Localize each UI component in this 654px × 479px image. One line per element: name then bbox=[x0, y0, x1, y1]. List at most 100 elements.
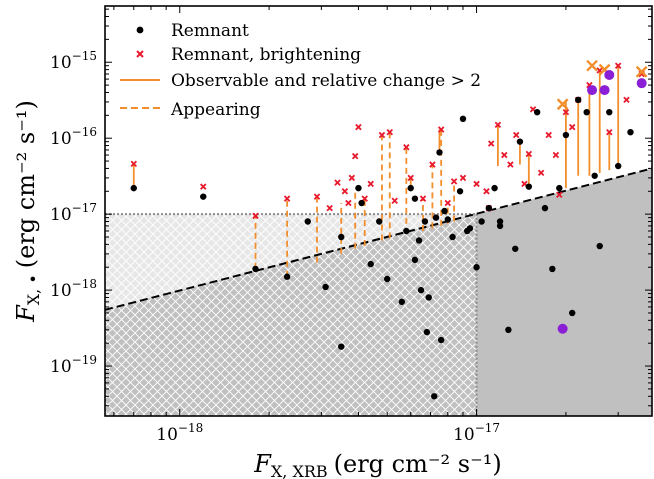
brightening-marker bbox=[341, 188, 349, 195]
y-tick-label: 10−15 bbox=[50, 49, 97, 73]
remnant-marker bbox=[496, 222, 504, 230]
y-axis-label-sub: X, • bbox=[24, 274, 43, 305]
y-tick-label-base: 10 bbox=[50, 281, 72, 301]
y-tick-label: 10−18 bbox=[50, 277, 97, 301]
brightening-marker bbox=[568, 123, 576, 131]
remnant-marker bbox=[411, 195, 419, 202]
remnant-marker bbox=[431, 393, 438, 400]
remnant-marker bbox=[358, 199, 365, 207]
remnant-marker bbox=[338, 343, 345, 350]
brightening-marker bbox=[444, 199, 452, 207]
brightening-marker bbox=[507, 161, 514, 168]
brightening-marker bbox=[562, 108, 570, 116]
remnant-marker bbox=[322, 283, 329, 291]
brightening-marker bbox=[483, 188, 490, 195]
remnant-marker bbox=[569, 309, 576, 317]
brightening-marker bbox=[391, 197, 398, 205]
x-axis-label-unit: (erg cm⁻² s⁻¹) bbox=[334, 450, 502, 478]
remnant-marker bbox=[398, 298, 406, 306]
appearing-lines bbox=[254, 129, 455, 277]
remnant-marker bbox=[512, 245, 519, 252]
legend-marker-brightening bbox=[136, 50, 144, 58]
x-tick-label-base: 10 bbox=[453, 425, 475, 445]
x-tick-label: 10−18 bbox=[156, 421, 203, 445]
brightening-marker bbox=[355, 123, 362, 131]
brightening-marker bbox=[200, 183, 207, 190]
remnant-marker bbox=[304, 218, 311, 225]
remnant-marker bbox=[425, 294, 432, 301]
remnant-marker bbox=[478, 218, 485, 225]
x-tick-label: 10−17 bbox=[453, 421, 500, 445]
brightening-marker bbox=[367, 180, 374, 188]
legend-marker-remnant bbox=[136, 26, 144, 34]
remnant-marker bbox=[338, 233, 345, 241]
plot-frame bbox=[104, 5, 653, 417]
legend-label-brightening: Remnant, brightening bbox=[171, 45, 361, 65]
remnant-marker bbox=[549, 265, 556, 273]
x-tick-label-exp: −18 bbox=[178, 421, 203, 435]
y-tick-label-base: 10 bbox=[50, 205, 72, 225]
remnant-marker bbox=[355, 184, 362, 192]
remnant-marker bbox=[496, 218, 504, 225]
y-tick-label-exp: −16 bbox=[72, 125, 97, 139]
brightening-marker bbox=[378, 131, 386, 139]
remnant-marker bbox=[606, 108, 613, 116]
detected-dot-marker bbox=[599, 85, 610, 96]
remnant-marker bbox=[423, 328, 431, 336]
brightening-marker bbox=[252, 212, 259, 220]
remnant-marker bbox=[403, 227, 410, 235]
remnant-marker bbox=[384, 275, 391, 283]
remnant-marker bbox=[614, 162, 622, 170]
brightening-marker bbox=[407, 174, 414, 182]
remnant-marker bbox=[459, 115, 467, 122]
x-axis-label-sub: X, XRB bbox=[271, 462, 328, 479]
remnant-marker bbox=[441, 207, 448, 215]
remnant-marker bbox=[367, 260, 374, 268]
remnant-marker bbox=[417, 286, 425, 294]
brightening-marker bbox=[459, 174, 467, 182]
hatch-pattern bbox=[105, 214, 477, 416]
brightening-marker bbox=[552, 151, 560, 159]
brightening-marker bbox=[334, 179, 341, 186]
y-tick-label-base: 10 bbox=[50, 53, 72, 73]
brightening-marker bbox=[130, 160, 138, 168]
remnant-marker bbox=[444, 216, 451, 223]
legend: Remnant Remnant, brightening Observable … bbox=[120, 21, 481, 120]
brightening-marker bbox=[525, 150, 533, 158]
remnant-marker bbox=[449, 233, 456, 241]
relative-change-lines bbox=[132, 65, 620, 189]
detected-dot-marker bbox=[557, 323, 568, 334]
brightening-marker bbox=[386, 128, 393, 136]
detected-x-marker bbox=[586, 59, 598, 72]
x-axis-label: FX, XRB (erg cm⁻² s⁻¹) bbox=[253, 450, 502, 479]
y-tick-label-exp: −17 bbox=[72, 201, 97, 215]
y-tick-label: 10−16 bbox=[50, 125, 97, 149]
y-tick-label: 10−17 bbox=[50, 201, 97, 225]
brightening-marker bbox=[487, 140, 495, 147]
legend-label-change: Observable and relative change > 2 bbox=[171, 71, 481, 91]
brightening-marker bbox=[537, 169, 545, 177]
brightening-marker bbox=[351, 152, 359, 160]
remnant-marker bbox=[415, 237, 423, 244]
remnant-marker bbox=[436, 149, 443, 156]
remnant-marker bbox=[437, 336, 445, 344]
y-axis-label: FX, • (erg cm⁻² s⁻¹) bbox=[12, 100, 43, 323]
axis-ticks bbox=[105, 6, 652, 416]
y-tick-label-exp: −15 bbox=[72, 49, 97, 63]
remnant-marker bbox=[466, 225, 474, 232]
y-tick-label-exp: −18 bbox=[72, 277, 97, 291]
hatch-overlay bbox=[105, 214, 477, 416]
y-axis-label-main: F bbox=[12, 304, 40, 323]
y-tick-label-base: 10 bbox=[50, 129, 72, 149]
brightening-marker bbox=[403, 144, 410, 151]
brightening-marker bbox=[313, 193, 321, 200]
brightening-marker bbox=[429, 161, 436, 168]
brightening-marker bbox=[614, 62, 622, 69]
brightening-marker bbox=[450, 178, 458, 185]
detected-dot-marker bbox=[604, 69, 615, 80]
brightening-marker bbox=[345, 199, 352, 207]
legend-label-appearing: Appearing bbox=[170, 100, 261, 120]
brightening-marker bbox=[545, 131, 552, 139]
remnant-marker bbox=[473, 264, 480, 271]
